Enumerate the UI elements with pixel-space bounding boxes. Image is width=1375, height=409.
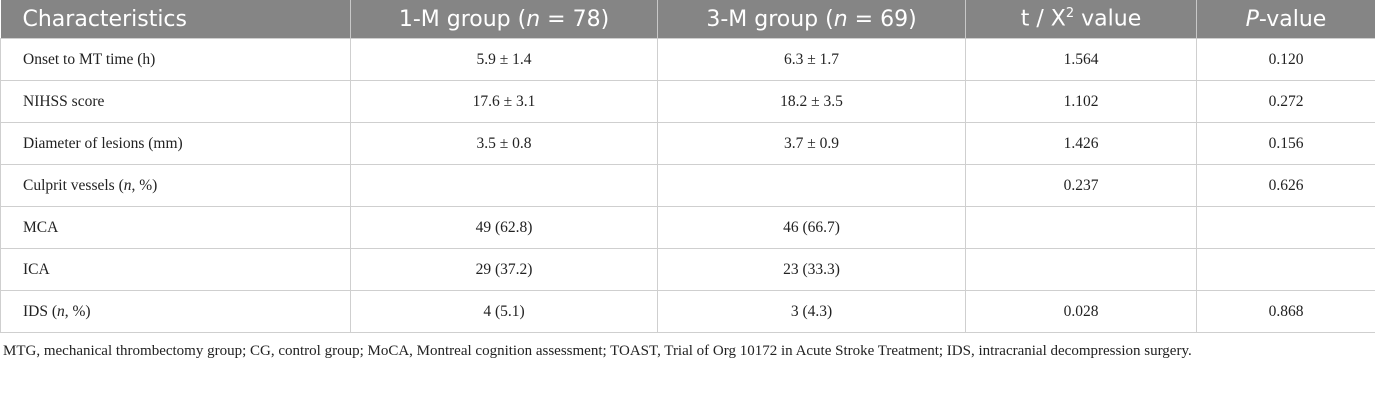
cell: 0.120	[1196, 38, 1375, 81]
cell	[965, 248, 1197, 291]
cell: NIHSS score	[0, 80, 351, 123]
cell: Culprit vessels (n, %)	[0, 164, 351, 207]
cell	[1196, 248, 1375, 291]
cell	[350, 164, 658, 207]
text: = 69)	[847, 6, 917, 32]
cell: ICA	[0, 248, 351, 291]
row: Onset to MT time (h) 5.9 ± 1.4 6.3 ± 1.7 1.…	[0, 38, 1375, 81]
text: -value	[1258, 6, 1327, 32]
cell: IDS (n, %)	[0, 290, 351, 333]
text: , %)	[64, 302, 91, 320]
row: IDS (n, %) 4 (5.1) 3 (4.3) 0.028 0.868	[0, 290, 1375, 333]
cell: 5.9 ± 1.4	[350, 38, 658, 81]
text: P	[1245, 6, 1259, 32]
cell: 49 (62.8)	[350, 206, 658, 249]
text: value	[1074, 6, 1142, 32]
row: MCA 49 (62.8) 46 (66.7)	[0, 206, 1375, 249]
table-header: Characteristics 1-M group (n = 78) 3-M g…	[0, 0, 1375, 39]
text: , %)	[131, 176, 158, 194]
cell: MCA	[0, 206, 351, 249]
cell: Diameter of lesions (mm)	[0, 122, 351, 165]
text: t / X	[1020, 6, 1066, 32]
cell: 18.2 ± 3.5	[657, 80, 966, 123]
text: IDS (	[23, 302, 58, 320]
table-note: MTG, mechanical thrombectomy group; CG, …	[3, 343, 1192, 359]
cell: 3 (4.3)	[657, 290, 966, 333]
text: n	[123, 176, 132, 194]
cell	[965, 206, 1197, 249]
text: = 78)	[540, 6, 610, 32]
text: 1-M group (	[398, 6, 527, 32]
cell: 0.626	[1196, 164, 1375, 207]
header-cell: t / X2 value	[965, 0, 1197, 39]
header-cell: 1-M group (n = 78)	[350, 0, 658, 39]
data-table: Characteristics 1-M group (n = 78) 3-M g…	[0, 0, 1375, 333]
cell: 29 (37.2)	[350, 248, 658, 291]
text: Culprit vessels (	[23, 176, 124, 194]
cell: 0.237	[965, 164, 1197, 207]
cell	[1196, 206, 1375, 249]
cell: 6.3 ± 1.7	[657, 38, 966, 81]
row: Culprit vessels (n, %) 0.237 0.626	[0, 164, 1375, 207]
cell: 17.6 ± 3.1	[350, 80, 658, 123]
cell: 1.564	[965, 38, 1197, 81]
cell: 4 (5.1)	[350, 290, 658, 333]
cell: 23 (33.3)	[657, 248, 966, 291]
cell: 3.5 ± 0.8	[350, 122, 658, 165]
row: NIHSS score 17.6 ± 3.1 18.2 ± 3.5 1.102 0.27…	[0, 80, 1375, 123]
row: ICA 29 (37.2) 23 (33.3)	[0, 248, 1375, 291]
cell: 0.272	[1196, 80, 1375, 123]
cell	[657, 164, 966, 207]
header-cell: P-value	[1196, 0, 1375, 39]
cell: 0.156	[1196, 122, 1375, 165]
row: Diameter of lesions (mm) 3.5 ± 0.8 3.7 ± 0…	[0, 122, 1375, 165]
text: n	[57, 302, 65, 320]
header-row: Characteristics 1-M group (n = 78) 3-M g…	[0, 0, 1375, 39]
header-cell: 3-M group (n = 69)	[657, 0, 966, 39]
text: n	[526, 6, 541, 32]
cell: 1.102	[965, 80, 1197, 123]
text: 3-M group (	[706, 6, 834, 32]
table-body: Onset to MT time (h) 5.9 ± 1.4 6.3 ± 1.7 1.…	[0, 38, 1375, 333]
cell: 0.868	[1196, 290, 1375, 333]
text: n	[833, 6, 848, 32]
header-cell: Characteristics	[0, 0, 351, 39]
cell: Onset to MT time (h)	[0, 38, 351, 81]
superscript: 2	[1065, 6, 1075, 22]
cell: 0.028	[965, 290, 1197, 333]
cell: 46 (66.7)	[657, 206, 966, 249]
cell: 1.426	[965, 122, 1197, 165]
cell: 3.7 ± 0.9	[657, 122, 966, 165]
